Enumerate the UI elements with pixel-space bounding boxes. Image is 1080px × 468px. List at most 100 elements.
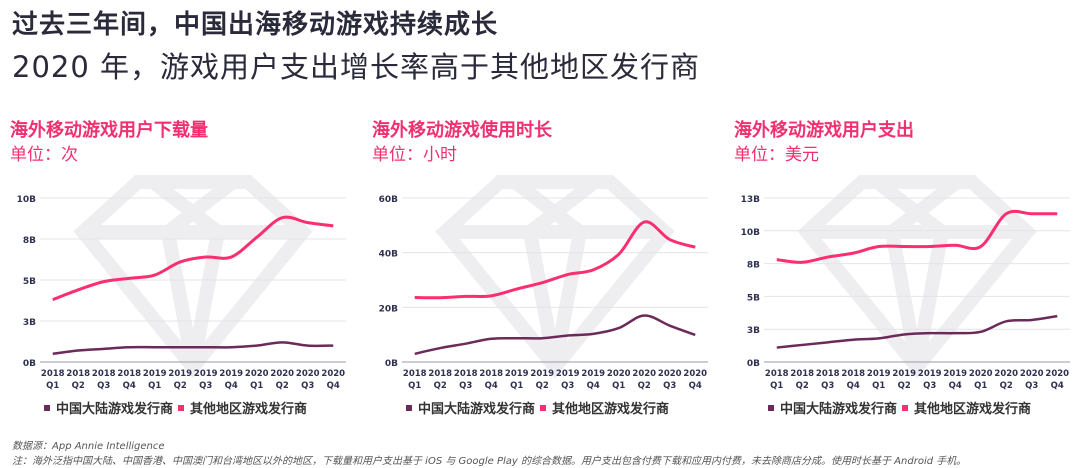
x-tick-label: Q1: [148, 381, 161, 391]
x-tick-label: Q3: [199, 381, 212, 391]
legend-label: 中国大陆游戏发行商: [780, 401, 897, 417]
chart-unit: 单位：小时: [372, 145, 457, 165]
x-tick-label: Q4: [225, 381, 238, 391]
x-tick-label: 2019: [143, 369, 167, 379]
chart-title: 海外移动游戏用户支出: [734, 120, 914, 141]
x-tick-label: Q3: [97, 381, 110, 391]
x-tick-label: 2019: [219, 369, 243, 379]
y-tick-label: 0B: [385, 359, 398, 369]
x-tick-label: Q4: [587, 381, 600, 391]
y-tick-label: 8B: [747, 261, 760, 271]
legend-marker: [406, 405, 412, 411]
x-tick-label: 2018: [454, 369, 478, 379]
series-line-china: [414, 314, 696, 356]
x-tick-label: 2018: [403, 369, 427, 379]
x-tick-label: Q1: [408, 381, 421, 391]
chart-downloads: 海外移动游戏用户下载量 单位：次 0B 3B 5B 8B 10B 2018 Q1 2018 Q2…: [0, 112, 360, 427]
x-tick-label: 2020: [658, 369, 682, 379]
series-line-other: [52, 215, 334, 302]
x-tick-label: Q1: [250, 381, 263, 391]
diamond-icon: [435, 175, 675, 379]
y-tick-label: 10B: [741, 228, 761, 238]
x-tick-label: Q2: [536, 381, 549, 391]
x-tick-label: 2020: [632, 369, 656, 379]
y-tick-label: 60B: [379, 195, 399, 205]
x-tick-label: Q1: [974, 381, 987, 391]
chart-usage-time: 海外移动游戏使用时长 单位：小时 0B 20B 40B 60B 2018 Q1 2018 Q2…: [362, 112, 722, 427]
y-tick-label: 20B: [379, 304, 399, 314]
chart-svg: 0B 3B 5B 8B 10B 13B 2018 Q1 2018 Q2 2018 Q3 2018 Q4 20…: [741, 175, 1070, 417]
y-tick-label: 5B: [747, 293, 760, 303]
x-tick-label: Q2: [174, 381, 187, 391]
chart-title: 海外移动游戏使用时长: [372, 120, 552, 141]
chart-spending: 海外移动游戏用户支出 单位：美元 0B 3B 5B 8B 10B 13B 2018 Q1 201…: [724, 112, 1080, 427]
y-tick-label: 5B: [23, 277, 36, 287]
x-tick-label: Q2: [638, 381, 651, 391]
series-line-other: [414, 220, 696, 300]
x-tick-label: 2018: [92, 369, 116, 379]
x-tick-label: Q2: [276, 381, 289, 391]
x-tick-label: Q3: [923, 381, 936, 391]
x-tick-label: 2019: [505, 369, 529, 379]
y-tick-label: 0B: [747, 359, 760, 369]
x-tick-label: 2019: [168, 369, 192, 379]
x-tick-label: 2018: [765, 369, 789, 379]
x-tick-label: 2019: [556, 369, 580, 379]
x-tick-label: 2019: [892, 369, 916, 379]
x-tick-label: Q4: [949, 381, 962, 391]
chart-unit: 单位：美元: [734, 145, 819, 165]
x-tick-label: 2020: [607, 369, 631, 379]
x-tick-label: Q1: [510, 381, 523, 391]
series-line-china: [776, 314, 1058, 349]
x-tick-label: 2018: [841, 369, 865, 379]
series-line-other: [776, 209, 1058, 264]
legend-marker: [540, 405, 546, 411]
footer-source: 数据源：App Annie Intelligence: [12, 441, 165, 452]
x-tick-label: 2020: [1020, 369, 1044, 379]
x-tick-label: Q2: [72, 381, 85, 391]
x-tick-label: Q3: [821, 381, 834, 391]
x-tick-label: Q4: [327, 381, 340, 391]
page-subtitle: 2020 年，游戏用户支出增长率高于其他地区发行商: [12, 50, 701, 84]
y-tick-label: 13B: [741, 195, 761, 205]
x-tick-label: 2020: [270, 369, 294, 379]
x-tick-label: Q1: [770, 381, 783, 391]
x-tick-label: 2018: [66, 369, 90, 379]
x-tick-label: 2019: [943, 369, 967, 379]
y-tick-label: 3B: [747, 326, 760, 336]
x-tick-label: Q3: [301, 381, 314, 391]
x-tick-label: 2020: [994, 369, 1018, 379]
x-tick-label: 2018: [816, 369, 840, 379]
x-tick-label: 2020: [296, 369, 320, 379]
x-tick-label: 2018: [428, 369, 452, 379]
diamond-icon: [797, 175, 1037, 379]
x-tick-label: Q3: [459, 381, 472, 391]
legend-label: 中国大陆游戏发行商: [418, 401, 535, 417]
x-tick-label: Q3: [561, 381, 574, 391]
chart-unit: 单位：次: [10, 145, 78, 165]
y-tick-label: 3B: [23, 318, 36, 328]
x-tick-label: 2019: [194, 369, 218, 379]
x-tick-label: 2020: [245, 369, 269, 379]
x-tick-label: 2020: [1045, 369, 1069, 379]
x-tick-label: Q2: [796, 381, 809, 391]
chart-svg: 0B 3B 5B 8B 10B 2018 Q1 2018 Q2 2018 Q3 2018 Q4 2019 Q…: [17, 175, 346, 417]
x-tick-label: Q1: [46, 381, 59, 391]
x-tick-label: Q1: [612, 381, 625, 391]
legend-marker: [178, 405, 184, 411]
x-tick-label: Q2: [1000, 381, 1013, 391]
y-tick-label: 0B: [23, 359, 36, 369]
legend-marker: [768, 405, 774, 411]
x-tick-label: Q1: [872, 381, 885, 391]
x-tick-label: 2020: [683, 369, 707, 379]
x-tick-label: 2018: [41, 369, 65, 379]
x-tick-label: 2019: [918, 369, 942, 379]
legend-label: 其他地区游戏发行商: [552, 401, 669, 417]
legend-label: 其他地区游戏发行商: [914, 401, 1031, 417]
x-tick-label: 2018: [790, 369, 814, 379]
x-tick-label: 2020: [969, 369, 993, 379]
footer-note: 注：海外泛指中国大陆、中国香港、中国澳门和台湾地区以外的地区，下载量和用户支出基…: [12, 456, 967, 467]
x-tick-label: Q4: [1051, 381, 1064, 391]
x-tick-label: Q2: [898, 381, 911, 391]
x-tick-label: 2020: [321, 369, 345, 379]
